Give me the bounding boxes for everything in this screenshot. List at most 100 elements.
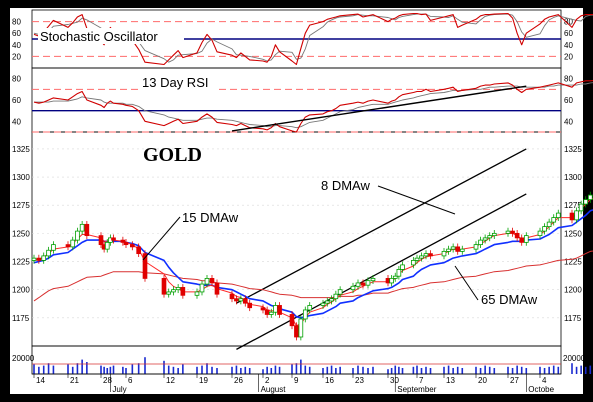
- volume-bar: [211, 366, 213, 374]
- candle-body: [298, 318, 304, 338]
- volume-bar: [456, 366, 459, 374]
- candle-body: [41, 255, 47, 261]
- stochastic-label-bg: [38, 28, 184, 44]
- volume-bar: [516, 365, 518, 374]
- volume-bar: [300, 359, 302, 374]
- price-candles: [31, 191, 593, 341]
- volume-bar: [42, 365, 45, 374]
- volume-bar: [425, 366, 427, 374]
- volume-bar: [539, 366, 541, 374]
- volume-bar: [452, 368, 454, 374]
- candle-body: [260, 307, 266, 311]
- channel-upper-line: [236, 148, 527, 304]
- volume-bar: [308, 366, 311, 374]
- x-tick-label: 9: [294, 376, 299, 385]
- candle-body: [161, 278, 167, 295]
- candle-body: [277, 305, 282, 315]
- candle-body: [400, 264, 405, 270]
- stochastic-tick-right: 40: [564, 41, 573, 50]
- candle-body: [324, 300, 330, 304]
- candle-body: [370, 278, 376, 282]
- candle-body: [441, 250, 447, 257]
- candle-body: [79, 223, 85, 232]
- candle-body: [574, 210, 579, 221]
- candle-body: [199, 283, 205, 293]
- volume-bar: [201, 365, 203, 374]
- stochastic-tick-left: 40: [12, 41, 21, 50]
- candle-body: [70, 239, 76, 248]
- volume-bar: [47, 363, 50, 374]
- candle-body: [247, 302, 253, 309]
- candle-body: [455, 246, 461, 252]
- price-tick-left: 1250: [12, 229, 30, 238]
- volume-bar: [335, 368, 337, 374]
- candle-body: [120, 239, 126, 243]
- price-tick-right: 1250: [564, 229, 582, 238]
- volume-bar: [103, 366, 105, 374]
- candle-body: [294, 325, 299, 338]
- volume-bar: [461, 368, 464, 374]
- rsi-label: 13 Day RSI: [142, 75, 208, 90]
- ma65-pointer: [454, 265, 479, 301]
- volume-bar: [248, 368, 251, 374]
- stochastic-tick-left: 60: [12, 29, 21, 38]
- volume-bar: [163, 360, 165, 374]
- month-label: July: [112, 385, 126, 394]
- ma15-label: 15 DMAw: [182, 210, 239, 225]
- volume-bar: [488, 366, 491, 374]
- candle-body: [478, 239, 483, 246]
- price-tick-right: 1325: [564, 145, 582, 154]
- volume-bar: [484, 365, 486, 374]
- volume-bar: [125, 368, 127, 374]
- x-tick-label: 20: [478, 376, 487, 385]
- volume-bar: [266, 366, 268, 374]
- candle-body: [450, 246, 456, 250]
- candle-body: [569, 212, 575, 221]
- x-tick-label: 30: [390, 376, 399, 385]
- y-tick-labels: 20 20 40 40 60 60 80 80 40 40 60 60 80 80 1175 1175 1200…: [12, 18, 582, 323]
- candle-body: [104, 241, 110, 250]
- month-label: September: [397, 385, 436, 394]
- volume-bar: [52, 365, 55, 374]
- volume-bar: [394, 365, 397, 374]
- stochastic-label: Stochastic Oscillator: [40, 29, 158, 44]
- price-tick-left: 1325: [12, 145, 30, 154]
- volume-bar: [552, 365, 555, 374]
- candle-body: [136, 246, 141, 255]
- candle-body: [333, 293, 339, 300]
- volume-bar: [548, 366, 550, 374]
- candle-body: [510, 230, 515, 234]
- candle-body: [355, 282, 361, 287]
- volume-bar: [71, 366, 74, 374]
- volume-bar: [357, 365, 359, 374]
- month-label: August: [261, 385, 287, 394]
- rsi-line: [33, 80, 593, 133]
- volume-bar: [262, 369, 264, 374]
- candle-body: [209, 278, 215, 284]
- candle-body: [329, 298, 334, 302]
- volume-bar: [525, 368, 528, 374]
- volume-bar: [372, 366, 374, 374]
- volume-bar: [352, 368, 354, 374]
- volume-bar: [362, 366, 364, 374]
- candle-body: [175, 287, 181, 291]
- x-tick-label: 16: [325, 376, 334, 385]
- volume-tick-right: 20000: [563, 354, 586, 363]
- ma8-pointer: [377, 185, 456, 215]
- candle-body: [46, 249, 51, 257]
- volume-bar: [475, 366, 477, 374]
- candle-body: [264, 309, 270, 315]
- candle-body: [242, 298, 248, 304]
- trend-channel: [236, 148, 527, 350]
- volume-bar: [447, 365, 450, 374]
- volume-bar: [137, 363, 140, 374]
- volume-bar: [100, 365, 102, 374]
- candle-body: [273, 305, 278, 313]
- candle-body: [289, 314, 295, 327]
- rsi-label-bg: [140, 74, 216, 90]
- rsi-signal-line: [34, 82, 593, 129]
- x-tick-label: 13: [446, 376, 455, 385]
- candle-body: [546, 221, 552, 228]
- volume-bar: [429, 368, 432, 374]
